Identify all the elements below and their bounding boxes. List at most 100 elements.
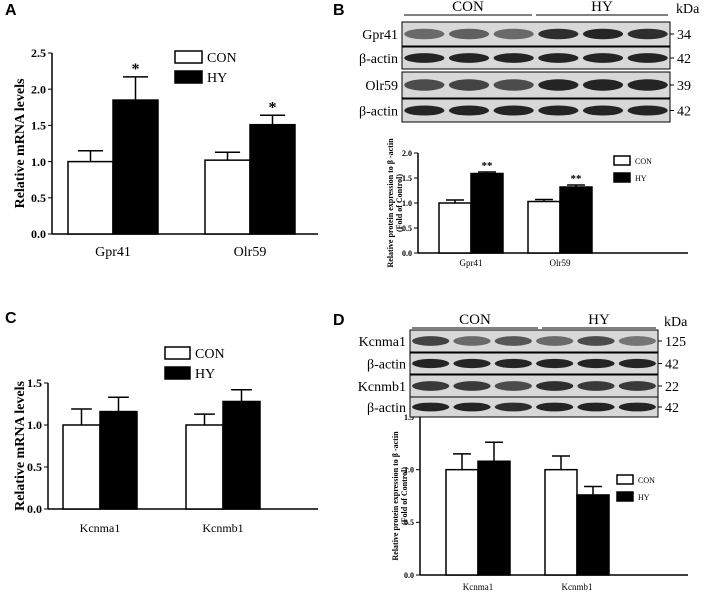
y-tick-label: 0.5 — [404, 518, 414, 527]
bar-con — [62, 424, 101, 510]
blot-row-label: Olr59 — [365, 79, 398, 94]
protein-band — [538, 105, 579, 116]
protein-band — [448, 79, 490, 91]
group-label-hy: HY — [591, 0, 613, 15]
y-tick-label: 0.0 — [404, 571, 414, 580]
protein-band — [404, 105, 445, 116]
category-label: Kcnmb1 — [562, 582, 593, 592]
significance-mark: ** — [571, 173, 583, 185]
protein-band — [538, 79, 579, 91]
y-axis-label: Relative mRNA levels — [13, 78, 28, 208]
bar-con — [185, 424, 224, 510]
significance-mark: * — [132, 61, 140, 78]
protein-band — [448, 28, 490, 40]
legend-swatch-hy — [616, 491, 634, 502]
protein-band — [627, 105, 668, 116]
legend-swatch-con — [174, 50, 203, 64]
y-tick-label: 1.5 — [404, 413, 414, 422]
bar-hy — [477, 460, 511, 576]
y-tick-label: 1.5 — [27, 376, 42, 390]
protein-band — [404, 53, 445, 63]
protein-band — [582, 105, 624, 116]
protein-band — [627, 28, 668, 40]
y-tick-label: 2.0 — [402, 149, 412, 158]
kda-value: 125 — [665, 335, 686, 350]
panel-label-c: C — [5, 310, 17, 327]
kda-value: 42 — [665, 401, 679, 416]
y-tick-label: 1.0 — [404, 465, 414, 474]
legend-label-con: CON — [638, 476, 655, 485]
protein-band — [412, 358, 450, 369]
bar-con — [527, 200, 561, 254]
category-label: Gpr41 — [460, 258, 483, 268]
protein-band — [582, 53, 624, 63]
panel-label-a: A — [5, 2, 17, 19]
protein-band — [448, 53, 490, 63]
group-label-hy: HY — [588, 312, 610, 328]
bar-con — [204, 159, 251, 235]
y-tick-label: 0.0 — [402, 249, 412, 258]
legend-swatch-con — [616, 474, 634, 485]
group-label-con: CON — [452, 0, 484, 15]
protein-band — [493, 53, 534, 63]
y-tick-label: 1.5 — [402, 174, 412, 183]
protein-band — [627, 53, 668, 63]
category-label: Gpr41 — [95, 245, 131, 260]
y-tick-label: 0.0 — [31, 227, 46, 241]
y-tick-label: 1.5 — [31, 119, 46, 133]
category-label: Olr59 — [234, 245, 267, 260]
protein-band — [453, 336, 491, 346]
y-tick-label: 1.0 — [27, 418, 42, 432]
y-tick-label: 1.0 — [31, 155, 46, 169]
legend-label-con: CON — [195, 347, 225, 362]
protein-band — [577, 336, 615, 346]
bar-hy — [559, 186, 593, 254]
y-tick-label: 2.0 — [31, 82, 46, 96]
protein-band — [538, 28, 579, 40]
significance-mark: ** — [482, 160, 494, 172]
kda-value: 22 — [665, 380, 679, 395]
protein-band — [453, 381, 491, 391]
category-label: Kcnmb1 — [202, 521, 243, 535]
blot-row-label: β-actin — [359, 52, 398, 67]
protein-band — [404, 28, 445, 40]
protein-band — [536, 381, 574, 391]
y-tick-label: 0.5 — [31, 191, 46, 205]
legend-swatch-hy — [174, 70, 203, 84]
blot-row-label: Gpr41 — [362, 28, 398, 43]
y-axis-label: Relative mRNA levels — [13, 381, 28, 511]
legend-swatch-hy — [164, 366, 191, 380]
y-axis-label-line: Relative protein expression to β -actin — [391, 431, 400, 561]
kda-unit: kDa — [664, 315, 688, 330]
y-tick-label: 2.5 — [31, 46, 46, 60]
legend-label-hy: HY — [195, 367, 215, 382]
blot-row-label: Kcnmb1 — [358, 380, 406, 395]
blot-row-label: Kcnma1 — [359, 335, 406, 350]
protein-band — [448, 105, 490, 116]
legend-swatch-con — [164, 346, 191, 360]
protein-band — [577, 358, 615, 369]
legend-label-hy: HY — [207, 71, 227, 86]
y-axis-label-line: (Fold of Control) — [395, 174, 404, 232]
protein-band — [538, 53, 579, 63]
y-axis-label: Relative protein expression to β -actin(… — [391, 431, 409, 561]
protein-band — [404, 79, 445, 91]
protein-band — [618, 358, 656, 369]
protein-band — [582, 28, 624, 40]
kda-value: 42 — [677, 52, 691, 67]
protein-band — [494, 402, 532, 412]
protein-band — [494, 358, 532, 369]
kda-value: 42 — [677, 105, 691, 120]
protein-band — [536, 402, 574, 412]
protein-band — [412, 402, 450, 412]
protein-band — [577, 381, 615, 391]
protein-band — [582, 79, 624, 91]
category-label: Kcnma1 — [80, 521, 121, 535]
y-axis-label: Relative protein expression to β -actin(… — [386, 138, 404, 268]
kda-value: 39 — [677, 79, 691, 94]
